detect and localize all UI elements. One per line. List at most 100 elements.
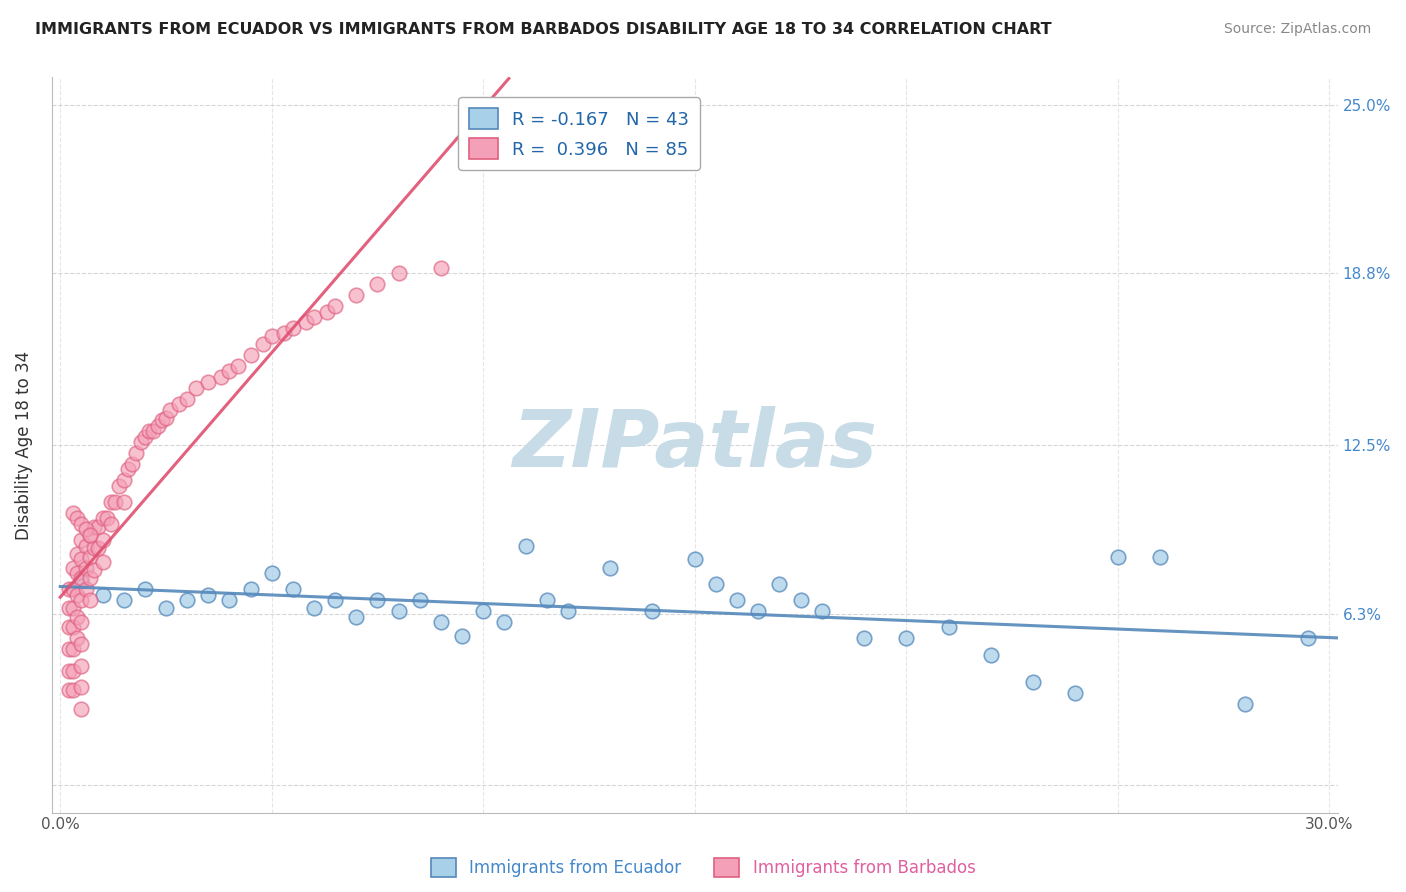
- Point: [184, 381, 207, 395]
- Point: [494, 615, 516, 629]
- Point: [218, 593, 240, 607]
- Point: [75, 522, 97, 536]
- Y-axis label: Disability Age 18 to 34: Disability Age 18 to 34: [15, 351, 32, 540]
- Point: [155, 601, 177, 615]
- Point: [142, 425, 165, 439]
- Point: [641, 604, 664, 618]
- Point: [451, 629, 474, 643]
- Point: [100, 516, 122, 531]
- Point: [980, 648, 1002, 662]
- Point: [112, 593, 135, 607]
- Point: [134, 582, 156, 597]
- Point: [62, 620, 84, 634]
- Point: [91, 533, 114, 548]
- Point: [87, 519, 110, 533]
- Point: [83, 563, 105, 577]
- Point: [70, 681, 93, 695]
- Point: [768, 577, 790, 591]
- Text: IMMIGRANTS FROM ECUADOR VS IMMIGRANTS FROM BARBADOS DISABILITY AGE 18 TO 34 CORR: IMMIGRANTS FROM ECUADOR VS IMMIGRANTS FR…: [35, 22, 1052, 37]
- Point: [100, 495, 122, 509]
- Point: [79, 549, 101, 564]
- Point: [66, 609, 89, 624]
- Point: [58, 683, 80, 698]
- Point: [281, 321, 304, 335]
- Point: [138, 425, 160, 439]
- Point: [294, 316, 316, 330]
- Point: [121, 457, 143, 471]
- Point: [58, 664, 80, 678]
- Point: [1149, 549, 1171, 564]
- Point: [323, 593, 346, 607]
- Point: [117, 462, 139, 476]
- Point: [79, 571, 101, 585]
- Point: [852, 632, 875, 646]
- Point: [108, 479, 131, 493]
- Point: [226, 359, 249, 373]
- Point: [62, 506, 84, 520]
- Point: [66, 547, 89, 561]
- Point: [91, 511, 114, 525]
- Point: [70, 615, 93, 629]
- Point: [62, 601, 84, 615]
- Point: [683, 552, 706, 566]
- Point: [260, 566, 283, 580]
- Point: [938, 620, 960, 634]
- Point: [104, 495, 127, 509]
- Point: [1022, 674, 1045, 689]
- Point: [209, 370, 232, 384]
- Text: ZIPatlas: ZIPatlas: [512, 406, 877, 484]
- Point: [1233, 697, 1256, 711]
- Point: [75, 560, 97, 574]
- Point: [557, 604, 579, 618]
- Point: [70, 533, 93, 548]
- Point: [66, 511, 89, 525]
- Point: [273, 326, 295, 341]
- Point: [75, 539, 97, 553]
- Point: [430, 260, 453, 275]
- Point: [388, 267, 411, 281]
- Point: [536, 593, 558, 607]
- Point: [366, 277, 388, 292]
- Point: [66, 566, 89, 580]
- Point: [252, 337, 274, 351]
- Point: [159, 402, 181, 417]
- Point: [70, 574, 93, 588]
- Point: [91, 555, 114, 569]
- Point: [197, 376, 219, 390]
- Point: [66, 588, 89, 602]
- Point: [176, 392, 198, 406]
- Point: [58, 582, 80, 597]
- Point: [62, 560, 84, 574]
- Point: [176, 593, 198, 607]
- Point: [281, 582, 304, 597]
- Point: [302, 601, 325, 615]
- Point: [810, 604, 832, 618]
- Point: [725, 593, 748, 607]
- Point: [58, 620, 80, 634]
- Point: [344, 609, 367, 624]
- Point: [70, 593, 93, 607]
- Point: [515, 539, 537, 553]
- Text: Source: ZipAtlas.com: Source: ZipAtlas.com: [1223, 22, 1371, 37]
- Point: [260, 329, 283, 343]
- Point: [239, 582, 262, 597]
- Point: [70, 516, 93, 531]
- Point: [1107, 549, 1129, 564]
- Point: [155, 410, 177, 425]
- Point: [896, 632, 918, 646]
- Point: [79, 528, 101, 542]
- Point: [70, 658, 93, 673]
- Point: [302, 310, 325, 324]
- Point: [129, 435, 152, 450]
- Point: [430, 615, 453, 629]
- Point: [112, 495, 135, 509]
- Point: [146, 419, 169, 434]
- Point: [112, 474, 135, 488]
- Point: [70, 702, 93, 716]
- Point: [1296, 632, 1319, 646]
- Point: [79, 528, 101, 542]
- Point: [58, 601, 80, 615]
- Point: [239, 348, 262, 362]
- Point: [75, 582, 97, 597]
- Point: [62, 664, 84, 678]
